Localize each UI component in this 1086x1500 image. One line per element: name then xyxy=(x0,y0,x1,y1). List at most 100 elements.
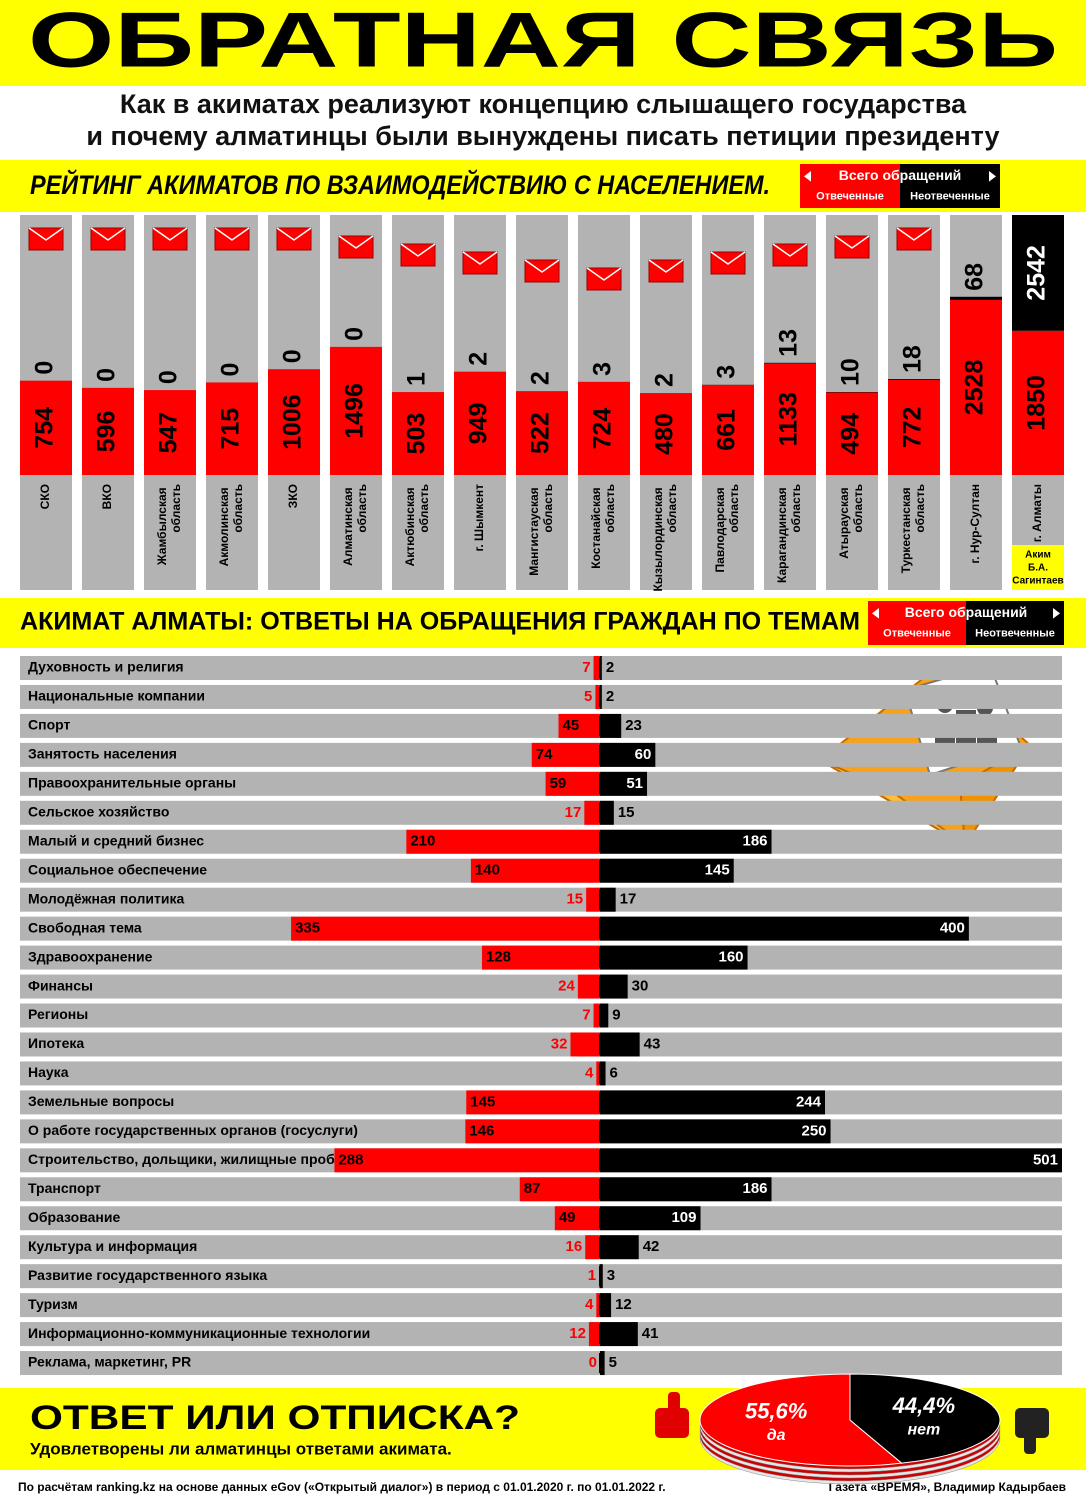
thumb-icons xyxy=(655,1392,1049,1454)
category-label: Духовность и религия xyxy=(28,659,184,675)
category-label: Социальное обеспечение xyxy=(28,861,207,877)
category-label: Финансы xyxy=(28,977,93,993)
legend-entry: Неотвеченные xyxy=(975,627,1055,639)
bar xyxy=(600,1003,609,1028)
note-text: Сагинтаев xyxy=(1012,576,1063,587)
envelope-icon xyxy=(276,227,312,241)
value-label: 4 xyxy=(585,1064,594,1081)
footer-credit: Газета «ВРЕМЯ», Владимир Кадырбаев xyxy=(829,1480,1066,1494)
bar xyxy=(600,713,622,738)
category-label: Карагандинская область xyxy=(775,484,803,583)
pie-category-label: да xyxy=(767,1427,786,1444)
bar xyxy=(481,945,600,970)
bar xyxy=(585,1235,600,1260)
header-band xyxy=(0,0,1086,86)
row-background xyxy=(20,684,1062,709)
legend-swatch xyxy=(800,164,900,208)
value-label: 1 xyxy=(403,372,431,386)
legend-entry: Неотвеченные xyxy=(910,190,990,202)
legend-title: Всего обращений xyxy=(839,167,962,183)
bar-segment xyxy=(764,362,816,364)
value-label: 0 xyxy=(155,370,183,384)
bar-segment xyxy=(268,369,320,475)
value-label: 335 xyxy=(295,920,320,937)
bar xyxy=(600,829,772,854)
bar xyxy=(600,1293,612,1318)
bar xyxy=(531,742,600,767)
category-label: Павлодарская область xyxy=(713,484,741,572)
value-label: 16 xyxy=(566,1238,583,1255)
envelope-icon xyxy=(524,259,560,273)
legend-swatch xyxy=(868,601,966,645)
row-background xyxy=(20,800,1062,825)
category-label: Транспорт xyxy=(28,1180,101,1196)
category-label: Жамбылская область xyxy=(155,484,183,566)
bar xyxy=(554,1206,600,1231)
bar-segment xyxy=(826,392,878,475)
legend-arrow xyxy=(804,171,811,182)
value-label: 160 xyxy=(719,949,744,966)
category-label: Акмолинская область xyxy=(217,484,245,566)
value-label: 17 xyxy=(565,804,582,821)
value-label: 244 xyxy=(796,1093,822,1110)
bar xyxy=(600,1090,826,1115)
category-label: ЗКО xyxy=(286,484,300,508)
bar xyxy=(584,800,600,825)
bar-segment xyxy=(888,379,940,380)
bar xyxy=(593,1003,600,1028)
category-label: Образование xyxy=(28,1209,120,1225)
category-label: Костанайская область xyxy=(589,484,617,569)
envelope-icon xyxy=(648,259,684,273)
row-background xyxy=(20,1351,1062,1376)
value-label: 45 xyxy=(563,717,580,734)
value-label: 210 xyxy=(410,833,435,850)
value-label: 1133 xyxy=(775,392,803,446)
category-label: Туркестанская область xyxy=(899,484,927,573)
value-label: 2 xyxy=(651,373,679,387)
value-label: 2528 xyxy=(961,360,989,416)
category-label: Молодёжная политика xyxy=(28,890,184,906)
value-label: 7 xyxy=(582,1006,590,1023)
bar-segment xyxy=(20,380,72,475)
value-label: 30 xyxy=(632,978,649,995)
value-label: 0 xyxy=(279,349,307,363)
bar xyxy=(600,800,614,825)
bar xyxy=(600,742,656,767)
value-label: 1496 xyxy=(341,383,369,439)
bar-segment xyxy=(640,393,692,475)
bar xyxy=(600,1264,603,1289)
legend-entry: Отвеченные xyxy=(883,627,951,639)
value-label: 503 xyxy=(403,413,431,455)
value-label: 12 xyxy=(615,1296,632,1313)
value-label: 1850 xyxy=(1023,375,1051,431)
value-label: 4 xyxy=(585,1296,594,1313)
row-background xyxy=(20,1061,1062,1086)
value-label: 2 xyxy=(606,688,614,705)
question-subtitle: Удовлетворены ли алматинцы ответами аким… xyxy=(30,1439,452,1458)
bar xyxy=(406,829,600,854)
value-label: 400 xyxy=(940,920,965,937)
value-label: 2542 xyxy=(1023,245,1051,301)
value-label: 15 xyxy=(618,804,635,821)
value-label: 146 xyxy=(469,1122,494,1139)
legend-title: Всего обращений xyxy=(905,604,1028,620)
bar xyxy=(600,1322,638,1347)
category-label: Регионы xyxy=(28,1006,88,1022)
pie-value-label: 44,4% xyxy=(892,1393,955,1418)
value-label: 15 xyxy=(566,891,583,908)
bar xyxy=(600,1235,639,1260)
bar xyxy=(600,1061,606,1086)
bar xyxy=(600,974,628,999)
value-label: 494 xyxy=(837,413,865,455)
category-label: СКО xyxy=(38,484,52,509)
bar xyxy=(545,771,600,796)
value-label: 32 xyxy=(551,1035,568,1052)
value-label: 0 xyxy=(93,368,121,382)
value-label: 724 xyxy=(589,408,617,450)
category-label: О работе государственных органов (госусл… xyxy=(28,1122,358,1138)
envelope-icon xyxy=(772,243,808,257)
value-label: 140 xyxy=(475,862,500,879)
category-label: Правоохранительные органы xyxy=(28,775,236,791)
row-background xyxy=(20,1293,1062,1318)
